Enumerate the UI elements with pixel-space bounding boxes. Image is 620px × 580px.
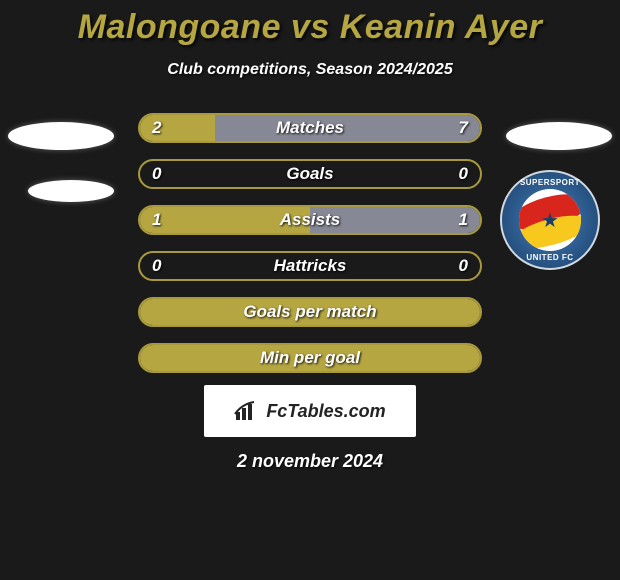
star-icon: ★ <box>541 208 559 233</box>
bar-value-right: 0 <box>459 164 468 184</box>
stat-bar: Min per goal <box>138 343 482 373</box>
stat-bar: Goals per match <box>138 297 482 327</box>
club-badge: SUPERSPORT ★ UNITED FC <box>500 170 600 270</box>
bar-label: Goals <box>286 164 333 184</box>
bar-value-right: 7 <box>459 118 468 138</box>
badge-bottom-text: UNITED FC <box>502 253 598 262</box>
stat-bar: 0 0 Goals <box>138 159 482 189</box>
bar-label: Goals per match <box>243 302 376 322</box>
bar-value-left: 0 <box>152 256 161 276</box>
bar-value-left: 1 <box>152 210 161 230</box>
bar-value-left: 2 <box>152 118 161 138</box>
player-left-club-placeholder <box>28 180 114 202</box>
date-text: 2 november 2024 <box>0 451 620 472</box>
badge-inner: ★ <box>519 189 581 251</box>
stat-bar: 1 1 Assists <box>138 205 482 235</box>
bar-value-right: 0 <box>459 256 468 276</box>
brand-text: FcTables.com <box>266 401 385 422</box>
bar-value-left: 0 <box>152 164 161 184</box>
stat-bar: 0 0 Hattricks <box>138 251 482 281</box>
page-subtitle: Club competitions, Season 2024/2025 <box>0 61 620 79</box>
bar-label: Hattricks <box>274 256 347 276</box>
badge-top-text: SUPERSPORT <box>502 178 598 187</box>
chart-icon <box>234 400 260 422</box>
bar-value-right: 1 <box>459 210 468 230</box>
bar-label: Min per goal <box>260 348 360 368</box>
player-left-photo-placeholder <box>8 122 114 150</box>
bar-label: Assists <box>280 210 340 230</box>
brand-box: FcTables.com <box>204 385 416 437</box>
bar-label: Matches <box>276 118 344 138</box>
player-right-photo-placeholder <box>506 122 612 150</box>
stat-bar: 2 7 Matches <box>138 113 482 143</box>
page-title: Malongoane vs Keanin Ayer <box>0 0 620 47</box>
bar-fill-right <box>215 115 480 141</box>
